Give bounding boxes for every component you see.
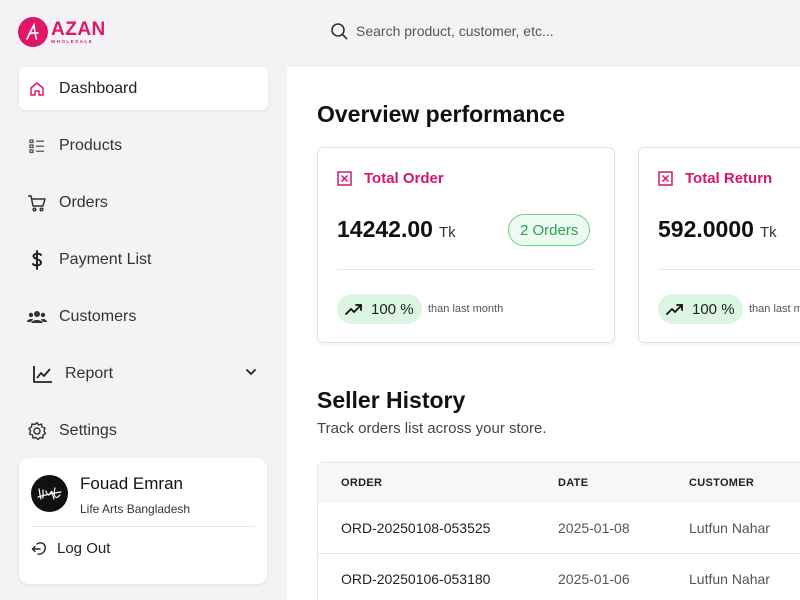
- order-id: ORD-20250108-053525: [341, 520, 491, 536]
- sidebar-item-products[interactable]: Products: [19, 124, 268, 167]
- card-label: Total Return: [685, 170, 773, 187]
- logo-mark-icon: [18, 17, 48, 47]
- gear-icon: [27, 421, 47, 441]
- order-id: ORD-20250106-053180: [341, 571, 491, 587]
- avatar[interactable]: [31, 475, 68, 512]
- card-header: Total Order: [337, 170, 444, 187]
- top-header: [287, 0, 800, 67]
- chart-line-icon: [33, 364, 53, 384]
- trend-badge: 100 %: [658, 294, 743, 324]
- brand-sub: WHOLESALE: [51, 38, 94, 44]
- sidebar: AZAN WHOLESALE Dashboard Products Orders: [0, 0, 287, 600]
- trending-up-icon: [345, 302, 363, 316]
- logout-label: Log Out: [57, 540, 111, 557]
- user-name: Fouad Emran: [80, 474, 183, 493]
- total-order-card: Total Order 14242.00 Tk 2 Orders 100 % th…: [317, 147, 615, 343]
- total-return-card: Total Return 592.0000 Tk 100 % than last …: [638, 147, 800, 343]
- sidebar-item-label: Customers: [59, 307, 137, 325]
- seller-history-table: ORDER DATE CUSTOMER ORD-20250108-053525 …: [317, 462, 800, 600]
- box-x-icon: [337, 171, 352, 186]
- card-unit: Tk: [759, 224, 777, 241]
- sidebar-item-label: Payment List: [59, 250, 152, 268]
- sidebar-item-label: Orders: [59, 193, 108, 211]
- dollar-icon: [27, 249, 47, 270]
- search-bar: [330, 22, 656, 40]
- user-org: Life Arts Bangladesh: [80, 502, 191, 516]
- table-row[interactable]: ORD-20250106-053180 2025-01-06 Lutfun Na…: [318, 554, 800, 600]
- sidebar-item-label: Products: [59, 136, 123, 154]
- sidebar-item-customers[interactable]: Customers: [19, 295, 268, 338]
- divider: [337, 269, 595, 270]
- user-card: Fouad Emran Life Arts Bangladesh Log Out: [19, 458, 267, 584]
- search-icon[interactable]: [330, 22, 348, 40]
- main-content: Overview performance Total Order 14242.0…: [287, 67, 800, 600]
- seller-history-title: Seller History: [317, 387, 466, 413]
- column-header-date[interactable]: DATE: [558, 477, 589, 489]
- sidebar-item-settings[interactable]: Settings: [19, 409, 268, 452]
- card-value: 14242.00 Tk: [337, 216, 456, 243]
- sidebar-item-dashboard[interactable]: Dashboard: [19, 67, 268, 110]
- sidebar-item-payment-list[interactable]: Payment List: [19, 238, 268, 281]
- order-customer: Lutfun Nahar: [689, 571, 770, 587]
- card-label: Total Order: [364, 170, 444, 187]
- trend-value: 100 %: [692, 300, 735, 318]
- column-header-order[interactable]: ORDER: [341, 477, 383, 489]
- order-customer: Lutfun Nahar: [689, 520, 770, 536]
- logout-button[interactable]: Log Out: [31, 540, 110, 557]
- list-icon: [27, 136, 47, 156]
- sidebar-item-report[interactable]: Report: [19, 352, 268, 395]
- divider: [658, 269, 800, 270]
- trend-value: 100 %: [371, 300, 414, 318]
- card-amount: 14242.00: [337, 216, 433, 242]
- sidebar-item-label: Dashboard: [59, 79, 138, 97]
- sidebar-nav: Dashboard Products Orders Payment List C…: [19, 67, 268, 466]
- table-header: ORDER DATE CUSTOMER: [318, 463, 800, 503]
- card-header: Total Return: [658, 170, 772, 187]
- seller-history-subtitle: Track orders list across your store.: [317, 420, 547, 437]
- users-icon: [27, 307, 47, 327]
- sidebar-item-label: Report: [65, 364, 114, 382]
- sidebar-item-label: Settings: [59, 421, 117, 439]
- home-icon: [27, 79, 47, 99]
- card-amount: 592.0000: [658, 216, 754, 242]
- cart-icon: [27, 193, 47, 213]
- orders-count-badge[interactable]: 2 Orders: [508, 214, 591, 246]
- divider: [31, 526, 255, 527]
- brand-logo[interactable]: AZAN WHOLESALE: [18, 17, 106, 47]
- box-x-icon: [658, 171, 673, 186]
- column-header-customer[interactable]: CUSTOMER: [689, 477, 755, 489]
- card-unit: Tk: [438, 224, 456, 241]
- trend-badge: 100 %: [337, 294, 422, 324]
- card-value: 592.0000 Tk: [658, 216, 777, 243]
- chevron-down-icon[interactable]: [244, 365, 258, 384]
- overview-title: Overview performance: [317, 101, 566, 127]
- trend-note: than last m: [749, 303, 800, 315]
- trend-note: than last month: [428, 303, 504, 315]
- trending-up-icon: [666, 302, 684, 316]
- order-date: 2025-01-06: [558, 571, 630, 587]
- search-input[interactable]: [356, 23, 656, 39]
- brand-name: AZAN: [51, 18, 106, 40]
- sidebar-item-orders[interactable]: Orders: [19, 181, 268, 224]
- table-row[interactable]: ORD-20250108-053525 2025-01-08 Lutfun Na…: [318, 503, 800, 554]
- order-date: 2025-01-08: [558, 520, 630, 536]
- logout-icon: [31, 541, 47, 557]
